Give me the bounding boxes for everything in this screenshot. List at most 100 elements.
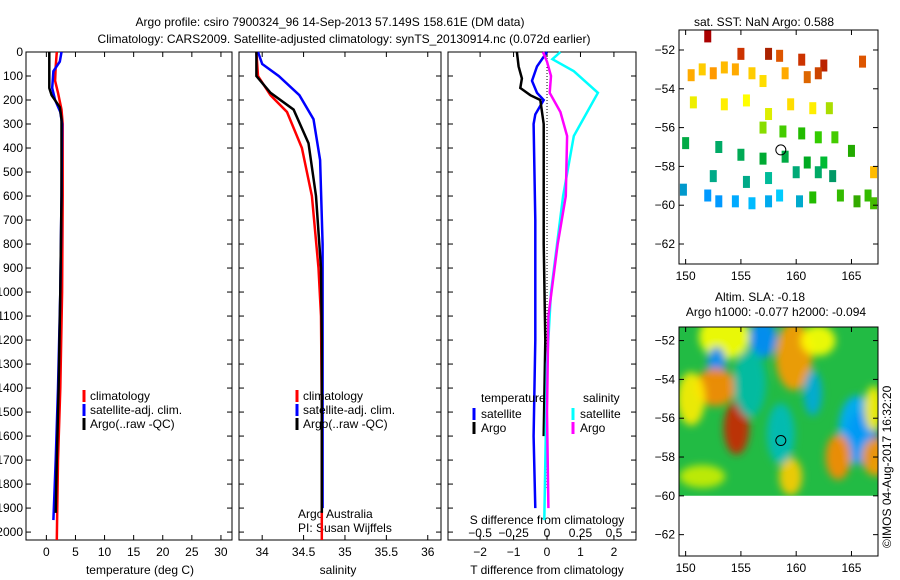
plot-frame-difference (447, 51, 637, 541)
x-tick-label: 35.5 (375, 545, 399, 559)
series-line-argo-raw-qc- (255, 52, 324, 513)
sst-cell (787, 98, 795, 111)
sla-field (679, 327, 878, 496)
sst-cell (870, 197, 878, 210)
x-tick-label: 34.5 (292, 545, 316, 559)
sst-cell (737, 47, 745, 60)
y-tick-label: 1900 (0, 501, 23, 515)
sst-cell (709, 170, 717, 183)
sst-cell (781, 67, 789, 80)
legend-label: satellite-adj. clim. (303, 403, 395, 417)
sst-cell (704, 30, 712, 43)
sst-cell (698, 63, 706, 76)
sst-cell (765, 195, 773, 208)
sst-cell (829, 170, 837, 183)
y-tick-label: −54 (655, 372, 676, 386)
sla-anomaly (749, 327, 777, 358)
profile-location-marker (775, 435, 787, 447)
profile-location-marker (775, 144, 787, 156)
x-tick-label: −2 (473, 545, 487, 559)
y-tick-label: −62 (655, 528, 676, 542)
y-tick-label: −58 (655, 159, 676, 173)
sla-map-title: Altim. SLA: -0.18 (715, 290, 805, 304)
sla-blobs (679, 327, 878, 496)
y-tick-label: −56 (655, 121, 676, 135)
y-tick-label: 400 (3, 141, 23, 155)
y-tick-label: −52 (655, 43, 676, 57)
x-tick-label: 160 (786, 269, 806, 283)
sst-cell (847, 144, 855, 157)
sla-anomaly (779, 457, 803, 496)
sst-cell (781, 150, 789, 163)
legend-label: climatology (303, 389, 363, 403)
x-tick-label: 150 (676, 561, 696, 575)
sst-cell (853, 195, 861, 208)
sst-cell (759, 75, 767, 88)
series-line-t-satellite (530, 51, 549, 509)
sst-cell (776, 49, 784, 62)
sal-annotation-2: PI: Susan Wijffels (298, 521, 392, 535)
x2-tick-label: 0.25 (569, 526, 593, 540)
sla-anomaly (694, 368, 737, 407)
y-tick-label: 1300 (0, 357, 23, 371)
sst-cell (748, 67, 756, 80)
sst-cell (803, 156, 811, 169)
x-tick-label: 0 (43, 545, 50, 559)
x-tick-label: 10 (98, 545, 112, 559)
x-tick-label: 34 (256, 545, 270, 559)
series-line-climatology (255, 51, 324, 540)
y-tick-label: −56 (655, 411, 676, 425)
y-tick-label: −52 (655, 334, 676, 348)
sst-cell (715, 141, 723, 153)
legend-label: satellite (580, 407, 621, 421)
x-tick-label: 1 (577, 545, 584, 559)
series-line-satellite-adj-clim- (256, 51, 324, 509)
legend-label: satellite (481, 407, 522, 421)
y-tick-label: −54 (655, 82, 676, 96)
diff-x2label: S difference from climatology (470, 513, 625, 527)
sla-map (678, 326, 879, 557)
sst-map (678, 29, 879, 265)
sst-cell (820, 59, 828, 72)
x-tick-label: 20 (156, 545, 170, 559)
y-tick-label: 1400 (0, 381, 23, 395)
legend-label: Argo (580, 421, 606, 435)
sst-cell (689, 96, 697, 109)
sst-cell (742, 175, 750, 188)
sst-cell (798, 127, 806, 140)
sst-cell (825, 102, 833, 115)
sst-cell (792, 166, 800, 179)
sst-cell (759, 121, 767, 134)
sst-cell (796, 195, 804, 208)
title-line-2: Climatology: CARS2009. Satellite-adjuste… (98, 32, 591, 46)
y-tick-label: 300 (3, 117, 23, 131)
y-tick-label: 800 (3, 237, 23, 251)
sst-cell (682, 137, 690, 150)
sst-cell (748, 197, 756, 210)
sst-cell (779, 125, 787, 138)
sst-cell (864, 189, 872, 202)
sst-cell (798, 53, 806, 66)
sst-cell (814, 166, 822, 179)
x-tick-label: 150 (676, 269, 696, 283)
sst-cell (809, 191, 817, 204)
sla-anomaly (803, 370, 822, 416)
sst-cell (803, 71, 811, 84)
sst-cell (742, 94, 750, 107)
y-tick-label: 900 (3, 261, 23, 275)
sst-cell (720, 61, 728, 74)
sst-cell (737, 148, 745, 161)
sst-cell (704, 189, 712, 202)
sst-cell (720, 98, 728, 111)
sla-anomaly (861, 438, 878, 477)
sla-anomaly (825, 434, 851, 480)
y-tick-label: −62 (655, 237, 676, 251)
sst-cell (709, 67, 717, 80)
x-tick-label: 30 (214, 545, 228, 559)
x2-tick-label: 0 (544, 526, 551, 540)
x-tick-label: 160 (786, 561, 806, 575)
y-tick-label: 1800 (0, 477, 23, 491)
sla-anomaly (864, 385, 878, 432)
legend-heading: temperature (481, 391, 546, 405)
y-tick-label: 1200 (0, 333, 23, 347)
